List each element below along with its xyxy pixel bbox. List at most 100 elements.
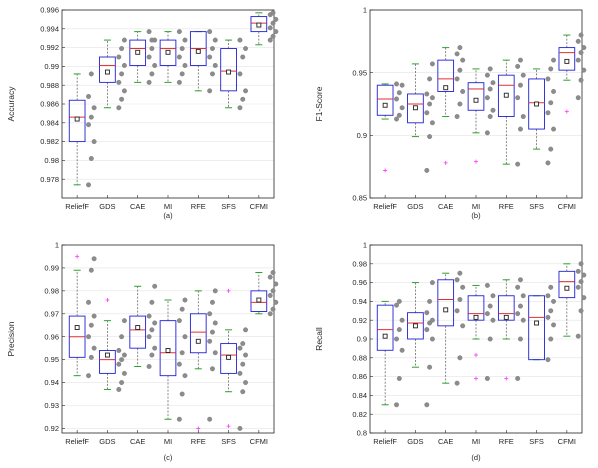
x-tick-label: GDS — [407, 202, 423, 211]
data-point — [515, 284, 521, 290]
data-point — [424, 310, 430, 316]
data-point — [182, 334, 188, 340]
data-point — [399, 347, 405, 353]
data-point — [119, 334, 125, 340]
box-rfe — [497, 57, 526, 167]
data-point — [149, 352, 155, 358]
data-point — [210, 46, 215, 51]
iqr-box — [558, 47, 576, 71]
data-point — [119, 357, 125, 363]
box-sfs — [528, 57, 556, 166]
y-tick-label: 0.99 — [44, 264, 59, 273]
data-point — [88, 354, 94, 360]
data-point — [399, 82, 405, 88]
data-point — [149, 71, 155, 77]
data-point — [119, 71, 125, 77]
x-tick-label: CAE — [130, 437, 145, 446]
iqr-box — [159, 39, 177, 66]
mean-marker — [412, 105, 418, 111]
y-tick-label: 0.93 — [44, 401, 59, 410]
y-tick-label: 0.98 — [44, 156, 59, 165]
data-point — [427, 298, 433, 304]
y-tick-label: 0.97 — [44, 309, 59, 318]
data-point — [212, 350, 218, 356]
data-point — [581, 45, 587, 51]
outlier-marker — [105, 298, 110, 303]
iqr-box — [129, 315, 147, 349]
box-mi — [467, 282, 496, 381]
box-cfmi — [558, 261, 587, 339]
data-point — [121, 318, 127, 324]
mean-marker — [74, 325, 80, 330]
data-point — [237, 105, 243, 111]
data-point — [267, 311, 273, 317]
data-point — [146, 29, 152, 35]
data-point — [176, 29, 182, 35]
data-point — [146, 79, 152, 85]
data-point — [424, 167, 430, 173]
iqr-box — [68, 99, 86, 143]
data-point — [578, 308, 584, 314]
outlier-marker — [383, 168, 388, 173]
iqr-box — [250, 290, 268, 312]
data-point — [116, 54, 122, 60]
data-point — [575, 333, 581, 339]
y-tick-label: 0.986 — [40, 100, 59, 109]
data-point — [520, 317, 526, 323]
data-point — [518, 57, 523, 63]
mean-marker — [165, 49, 171, 55]
iqr-box — [220, 343, 237, 374]
data-point — [91, 105, 97, 111]
y-tick-label: 0.95 — [352, 68, 367, 77]
mean-marker — [226, 69, 232, 75]
mean-marker — [564, 58, 570, 64]
data-point — [520, 72, 526, 78]
chart-panel-2: 0.85 0.9 0.95 1 F1-Score ReliefF GDS CAE MI RFE SF… — [314, 6, 587, 220]
data-point — [237, 345, 243, 351]
y-tick-label: 1 — [55, 241, 59, 250]
data-point — [575, 57, 581, 63]
mean-marker — [256, 297, 262, 303]
data-point — [182, 373, 188, 379]
data-point — [86, 299, 91, 305]
data-point — [212, 320, 218, 326]
y-tick-label: 0.992 — [40, 43, 59, 52]
y-tick-label: 0.94 — [44, 378, 59, 387]
data-point — [267, 25, 273, 31]
data-point — [454, 277, 460, 283]
mean-marker — [443, 85, 449, 91]
data-point — [88, 156, 94, 161]
data-point — [212, 288, 218, 294]
x-tick-label: CAE — [130, 202, 145, 211]
data-point — [212, 37, 218, 43]
mean-marker — [382, 102, 388, 108]
data-point — [487, 303, 493, 309]
box-cfmi — [250, 270, 279, 317]
box-cae — [129, 283, 158, 369]
data-point — [457, 297, 463, 302]
y-tick-label: 0.92 — [352, 316, 367, 325]
data-point — [273, 299, 279, 305]
data-point — [273, 16, 279, 22]
x-tick-label: MI — [472, 437, 480, 446]
outlier-marker — [196, 426, 201, 431]
data-point — [548, 308, 554, 314]
data-point — [212, 63, 218, 68]
x-tick-label: CAE — [438, 202, 453, 211]
data-point — [394, 402, 399, 408]
data-point — [424, 402, 430, 408]
data-point — [460, 323, 466, 329]
data-point — [210, 71, 215, 77]
data-point — [152, 283, 158, 289]
data-point — [548, 284, 554, 290]
data-point — [545, 160, 551, 166]
panel-caption: (d) — [471, 453, 481, 462]
data-point — [490, 107, 496, 113]
data-point — [119, 96, 125, 102]
data-point — [394, 81, 399, 87]
data-point — [207, 54, 213, 60]
mean-marker — [382, 333, 388, 339]
x-tick-label: SFS — [221, 437, 236, 446]
data-point — [396, 90, 402, 96]
data-point — [581, 67, 587, 73]
